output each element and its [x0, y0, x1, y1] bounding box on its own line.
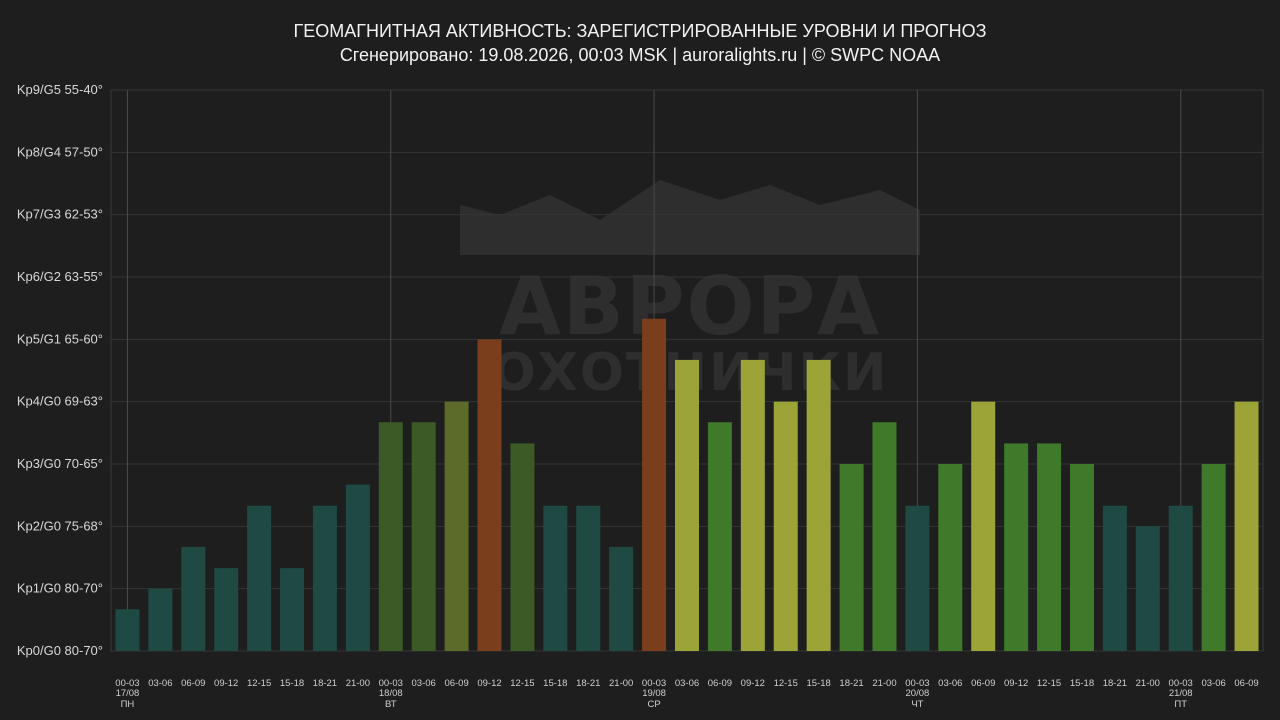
x-tick-label: 00-03: [115, 678, 139, 689]
x-tick-label: 18-21: [839, 678, 863, 689]
x-tick-label: 18-21: [1103, 678, 1127, 689]
x-tick-label: 15-18: [1070, 678, 1094, 689]
x-tick-label: 03-06: [675, 678, 699, 689]
x-tick-label: 12-15: [510, 678, 534, 689]
kp-bar: [707, 422, 732, 651]
x-tick-label: 21-00: [872, 678, 896, 689]
x-tick-label: 06-09: [971, 678, 995, 689]
x-tick-label: 06-09: [1234, 678, 1258, 689]
kp-bar: [971, 401, 996, 651]
y-tick-label: Kp8/G4 57-50°: [17, 144, 103, 159]
x-tick-label: 09-12: [1004, 678, 1028, 689]
chart-subtitle: Сгенерировано: 19.08.2026, 00:03 MSK | a…: [339, 45, 941, 65]
kp-bar: [510, 443, 535, 651]
x-tick-label: 18-21: [576, 678, 600, 689]
kp-bar: [148, 588, 173, 651]
x-date-label: 21/08: [1169, 688, 1193, 699]
kp-bar: [1069, 464, 1094, 651]
x-tick-label: 00-03: [1169, 678, 1193, 689]
x-tick-label: 12-15: [774, 678, 798, 689]
x-weekday-label: ЧТ: [911, 699, 923, 710]
x-weekday-label: ВТ: [385, 699, 397, 710]
kp-bar: [642, 318, 667, 651]
x-tick-label: 15-18: [543, 678, 567, 689]
x-tick-label: 15-18: [807, 678, 831, 689]
x-tick-label: 21-00: [1136, 678, 1160, 689]
x-tick-label: 09-12: [214, 678, 238, 689]
x-date-label: 18/08: [379, 688, 403, 699]
x-date-label: 19/08: [642, 688, 666, 699]
kp-bar: [115, 609, 140, 651]
x-tick-label: 12-15: [1037, 678, 1061, 689]
watermark-mountain-icon: [460, 180, 920, 255]
kp-bar: [247, 505, 272, 651]
x-date-label: 17/08: [116, 688, 140, 699]
y-tick-label: Kp2/G0 75-68°: [17, 518, 103, 533]
x-tick-label: 06-09: [181, 678, 205, 689]
y-tick-label: Kp1/G0 80-70°: [17, 581, 103, 596]
y-tick-label: Kp3/G0 70-65°: [17, 456, 103, 471]
x-tick-label: 18-21: [313, 678, 337, 689]
kp-bar: [1135, 526, 1160, 651]
x-tick-label: 03-06: [1201, 678, 1225, 689]
x-tick-label: 21-00: [346, 678, 370, 689]
x-tick-label: 00-03: [379, 678, 403, 689]
watermark-line1: АВРОРА: [498, 260, 882, 353]
kp-bar: [872, 422, 897, 651]
x-weekday-label: СР: [647, 699, 660, 710]
kp-bar: [444, 401, 469, 651]
kp-bar: [740, 359, 765, 651]
kp-bar: [214, 568, 239, 651]
x-tick-label: 00-03: [642, 678, 666, 689]
kp-bar: [1037, 443, 1062, 651]
kp-bar: [378, 422, 403, 651]
kp-bar: [938, 464, 963, 651]
kp-bar: [806, 359, 831, 651]
x-weekday-label: ПТ: [1174, 699, 1187, 710]
x-tick-label: 21-00: [609, 678, 633, 689]
x-tick-label: 03-06: [148, 678, 172, 689]
y-tick-label: Kp4/G0 69-63°: [17, 394, 103, 409]
kp-bar: [312, 505, 337, 651]
y-tick-label: Kp6/G2 63-55°: [17, 269, 103, 284]
kp-bar: [543, 505, 568, 651]
kp-bar: [905, 505, 930, 651]
kp-bar: [1234, 401, 1259, 651]
x-tick-label: 09-12: [477, 678, 501, 689]
x-weekday-label: ПН: [121, 699, 135, 710]
x-tick-label: 12-15: [247, 678, 271, 689]
x-tick-label: 03-06: [412, 678, 436, 689]
x-tick-label: 06-09: [708, 678, 732, 689]
kp-bar: [773, 401, 798, 651]
kp-bar: [280, 568, 305, 651]
x-date-label: 20/08: [906, 688, 930, 699]
y-tick-label: Kp9/G5 55-40°: [17, 82, 103, 97]
kp-bar: [675, 359, 699, 651]
kp-bar: [1201, 464, 1226, 651]
y-tick-label: Kp7/G3 62-53°: [17, 207, 103, 222]
kp-bar: [1168, 505, 1193, 651]
x-tick-label: 09-12: [741, 678, 765, 689]
kp-bar: [1004, 443, 1029, 651]
kp-bar: [411, 422, 436, 651]
y-tick-label: Kp5/G1 65-60°: [17, 331, 103, 346]
x-tick-label: 15-18: [280, 678, 304, 689]
x-tick-label: 03-06: [938, 678, 962, 689]
kp-bar: [181, 546, 206, 651]
x-tick-label: 06-09: [444, 678, 468, 689]
kp-bar: [477, 339, 502, 651]
kp-bar: [839, 464, 864, 651]
y-tick-label: Kp0/G0 80-70°: [17, 643, 103, 658]
kp-bar: [609, 546, 634, 651]
chart-title: ГЕОМАГНИТНАЯ АКТИВНОСТЬ: ЗАРЕГИСТРИРОВАН…: [293, 21, 987, 41]
kp-bar: [1102, 505, 1127, 651]
kp-bar: [576, 505, 601, 651]
kp-bar: [345, 484, 370, 651]
x-tick-label: 00-03: [905, 678, 929, 689]
